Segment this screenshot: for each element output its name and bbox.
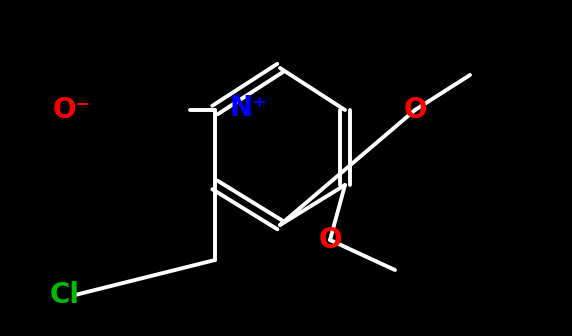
Text: N⁺: N⁺ — [230, 94, 268, 122]
Text: O: O — [403, 96, 427, 124]
Text: Cl: Cl — [50, 281, 80, 309]
Text: O: O — [318, 226, 341, 254]
Text: O⁻: O⁻ — [53, 96, 91, 124]
